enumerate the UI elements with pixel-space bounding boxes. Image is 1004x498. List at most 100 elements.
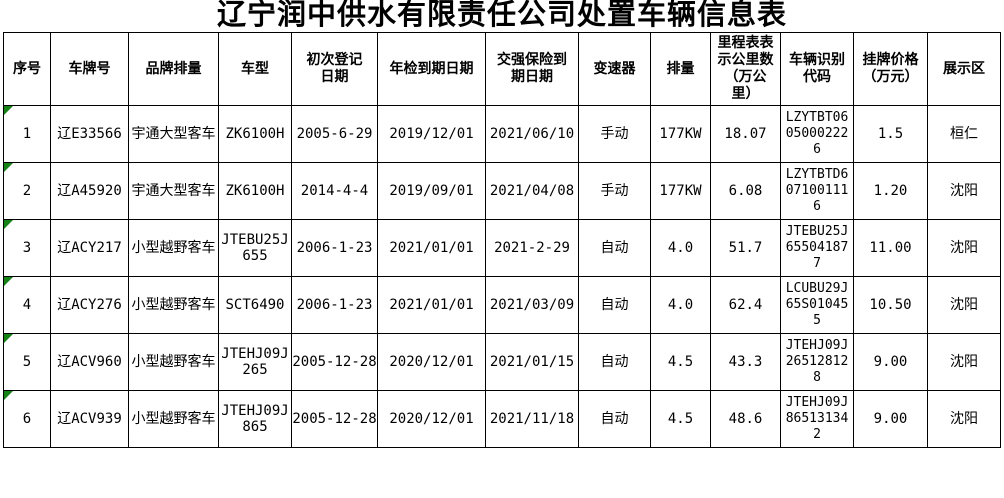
table-row: 6 辽ACV939 小型越野客车 JTEHJ09J 865 2005-12-28…: [3, 390, 1001, 448]
table-row: 1 辽E33566 宇通大型客车 ZK6100H 2005-6-29 2019/…: [3, 105, 1001, 163]
cell-model: ZK6100H: [218, 162, 292, 220]
cell-brand: 小型越野客车: [128, 333, 219, 391]
cell-displacement: 4.0: [650, 276, 711, 334]
cell-vin: JTEHJ09J 26512812 8: [780, 333, 854, 391]
error-indicator-icon: [4, 220, 13, 229]
cell-inspection-due: 2021/01/01: [377, 219, 486, 277]
cell-first-reg-date: 2005-12-28: [291, 333, 378, 391]
col-header-inspection-due: 年检到期日期: [377, 32, 486, 106]
cell-display-area: 沈阳: [927, 162, 1001, 220]
col-header-seq: 序号: [3, 32, 51, 106]
col-header-first-reg-date: 初次登记 日期: [291, 32, 378, 106]
error-indicator-icon: [4, 163, 13, 172]
cell-transmission: 手动: [578, 162, 651, 220]
cell-mileage: 48.6: [710, 390, 781, 448]
cell-inspection-due: 2021/01/01: [377, 276, 486, 334]
cell-inspection-due: 2019/12/01: [377, 105, 486, 163]
table-row: 3 辽ACY217 小型越野客车 JTEBU25J 655 2006-1-23 …: [3, 219, 1001, 277]
cell-plate: 辽ACV939: [50, 390, 129, 448]
cell-display-area: 桓仁: [927, 105, 1001, 163]
vehicle-table: 序号 车牌号 品牌排量 车型 初次登记 日期 年检到期日期 交强保险到 期日期 …: [3, 32, 1001, 448]
cell-displacement: 177KW: [650, 162, 711, 220]
cell-brand: 小型越野客车: [128, 276, 219, 334]
error-indicator-icon: [4, 391, 13, 400]
col-header-transmission: 变速器: [578, 32, 651, 106]
table-row: 4 辽ACY276 小型越野客车 SCT6490 2006-1-23 2021/…: [3, 276, 1001, 334]
error-indicator-icon: [4, 277, 13, 286]
cell-brand: 宇通大型客车: [128, 162, 219, 220]
cell-first-reg-date: 2014-4-4: [291, 162, 378, 220]
cell-seq: 3: [3, 219, 51, 277]
cell-price: 9.00: [853, 333, 928, 391]
cell-plate: 辽ACY276: [50, 276, 129, 334]
cell-mileage: 43.3: [710, 333, 781, 391]
col-header-model: 车型: [218, 32, 292, 106]
col-header-mileage: 里程表表 示公里数 （万公 里）: [710, 32, 781, 106]
cell-model: JTEHJ09J 865: [218, 390, 292, 448]
cell-mileage: 18.07: [710, 105, 781, 163]
col-header-display-area: 展示区: [927, 32, 1001, 106]
cell-vin: LZYTBT06 05000222 6: [780, 105, 854, 163]
cell-insurance-due: 2021/04/08: [485, 162, 579, 220]
seq-value: 4: [22, 297, 32, 313]
cell-first-reg-date: 2006-1-23: [291, 276, 378, 334]
cell-price: 10.50: [853, 276, 928, 334]
cell-inspection-due: 2019/09/01: [377, 162, 486, 220]
cell-mileage: 6.08: [710, 162, 781, 220]
cell-model: ZK6100H: [218, 105, 292, 163]
cell-model: SCT6490: [218, 276, 292, 334]
seq-value: 6: [22, 411, 32, 427]
cell-vin: JTEHJ09J 86513134 2: [780, 390, 854, 448]
col-header-insurance-due: 交强保险到 期日期: [485, 32, 579, 106]
cell-vin: LCUBU29J 65S01045 5: [780, 276, 854, 334]
cell-displacement: 4.5: [650, 390, 711, 448]
cell-seq: 6: [3, 390, 51, 448]
cell-insurance-due: 2021-2-29: [485, 219, 579, 277]
col-header-brand: 品牌排量: [128, 32, 219, 106]
footer-notes: 沈阳展示区：沈阳市浑南新区沈本大道宏运路交通岗西侧辽宁省防汛机动抢险队。联系人：…: [8, 450, 1004, 498]
col-header-displacement: 排量: [650, 32, 711, 106]
cell-transmission: 手动: [578, 105, 651, 163]
cell-seq: 1: [3, 105, 51, 163]
cell-transmission: 自动: [578, 333, 651, 391]
cell-transmission: 自动: [578, 390, 651, 448]
cell-transmission: 自动: [578, 219, 651, 277]
cell-insurance-due: 2021/01/15: [485, 333, 579, 391]
cell-plate: 辽E33566: [50, 105, 129, 163]
cell-plate: 辽A45920: [50, 162, 129, 220]
cell-inspection-due: 2020/12/01: [377, 333, 486, 391]
cell-seq: 2: [3, 162, 51, 220]
cell-display-area: 沈阳: [927, 219, 1001, 277]
cell-seq: 4: [3, 276, 51, 334]
seq-value: 5: [22, 354, 32, 370]
error-indicator-icon: [4, 106, 13, 115]
cell-first-reg-date: 2005-6-29: [291, 105, 378, 163]
seq-value: 2: [22, 183, 32, 199]
cell-first-reg-date: 2006-1-23: [291, 219, 378, 277]
header-row: 序号 车牌号 品牌排量 车型 初次登记 日期 年检到期日期 交强保险到 期日期 …: [3, 32, 1001, 106]
seq-value: 3: [22, 240, 32, 256]
cell-plate: 辽ACY217: [50, 219, 129, 277]
col-header-plate: 车牌号: [50, 32, 129, 106]
page-title: 辽宁润中供水有限责任公司处置车辆信息表: [216, 0, 787, 31]
cell-insurance-due: 2021/03/09: [485, 276, 579, 334]
cell-price: 1.20: [853, 162, 928, 220]
cell-model: JTEBU25J 655: [218, 219, 292, 277]
cell-displacement: 4.0: [650, 219, 711, 277]
cell-display-area: 沈阳: [927, 276, 1001, 334]
cell-brand: 宇通大型客车: [128, 105, 219, 163]
cell-displacement: 4.5: [650, 333, 711, 391]
table-row: 5 辽ACV960 小型越野客车 JTEHJ09J 265 2005-12-28…: [3, 333, 1001, 391]
cell-insurance-due: 2021/11/18: [485, 390, 579, 448]
error-indicator-icon: [4, 334, 13, 343]
cell-plate: 辽ACV960: [50, 333, 129, 391]
cell-insurance-due: 2021/06/10: [485, 105, 579, 163]
cell-transmission: 自动: [578, 276, 651, 334]
cell-inspection-due: 2020/12/01: [377, 390, 486, 448]
cell-mileage: 51.7: [710, 219, 781, 277]
cell-displacement: 177KW: [650, 105, 711, 163]
cell-display-area: 沈阳: [927, 390, 1001, 448]
cell-brand: 小型越野客车: [128, 219, 219, 277]
table-row: 2 辽A45920 宇通大型客车 ZK6100H 2014-4-4 2019/0…: [3, 162, 1001, 220]
